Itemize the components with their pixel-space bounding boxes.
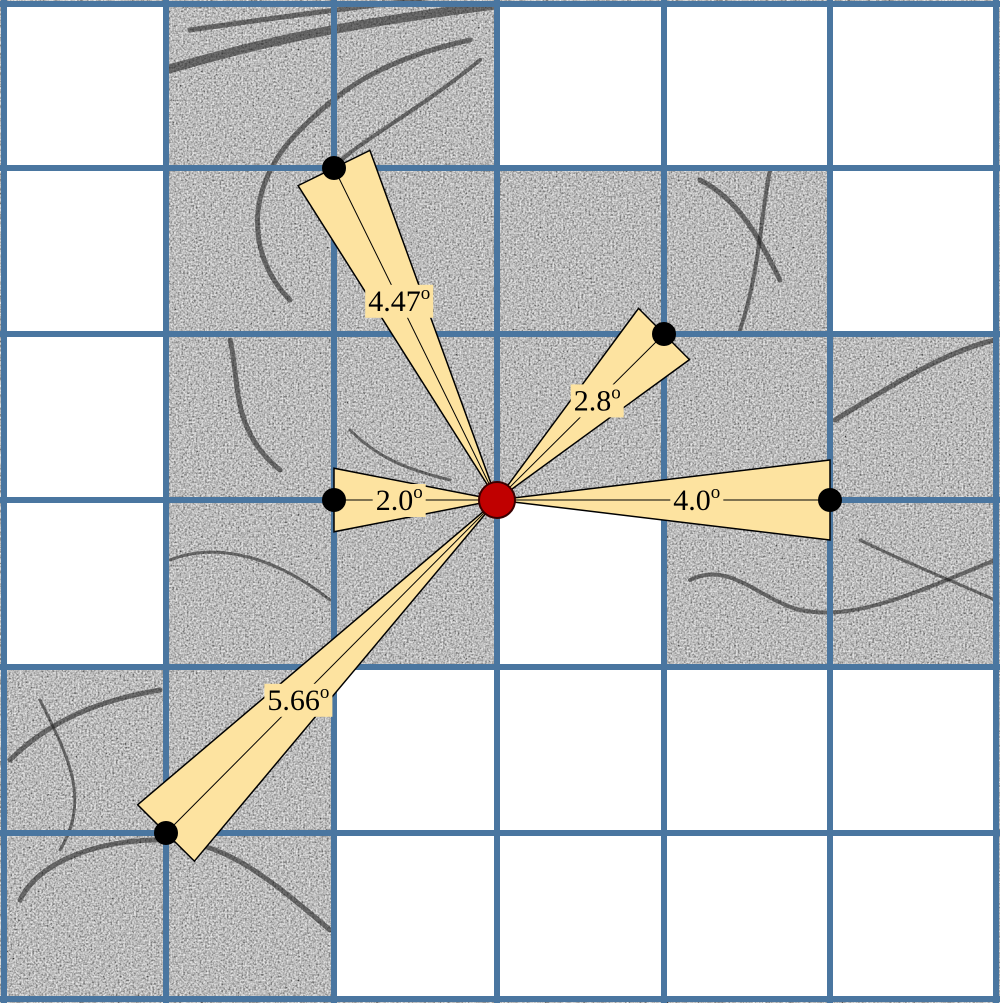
empty-cell (830, 4, 996, 168)
empty-cell (497, 4, 664, 168)
empty-cell (830, 667, 996, 833)
empty-cell (664, 833, 830, 999)
empty-cell (4, 500, 166, 667)
angle-value: 4.47 (368, 285, 421, 318)
endpoint-dot (322, 156, 346, 180)
endpoint-dot (322, 488, 346, 512)
center-fixation-dot (478, 481, 516, 519)
degree-mark: o (413, 482, 423, 503)
angle-label: 2.0o (376, 482, 423, 517)
endpoint-dot (818, 488, 842, 512)
endpoint-dots (154, 156, 842, 845)
angle-value: 4.0 (673, 484, 711, 517)
empty-cell (4, 334, 166, 500)
angle-label: 4.0o (673, 482, 720, 517)
empty-cell (664, 4, 830, 168)
angle-value: 2.0 (376, 484, 414, 517)
empty-cell (497, 833, 664, 999)
angle-label-bg (365, 284, 434, 318)
empty-cell (497, 667, 664, 833)
angle-label-bg (570, 384, 624, 418)
empty-cell (664, 667, 830, 833)
angle-label-bg (670, 484, 724, 517)
wedge-ray (333, 167, 498, 501)
degree-mark: o (421, 283, 431, 304)
endpoint-dot (652, 322, 676, 346)
angle-label: 5.66o (267, 682, 329, 717)
empty-cell (830, 833, 996, 999)
blood-vessels (7, 0, 998, 933)
empty-cell (4, 4, 166, 168)
degree-mark: o (711, 482, 721, 503)
endpoint-dot (154, 821, 178, 845)
wedge-ray (165, 499, 498, 834)
angle-value: 5.66 (267, 684, 320, 717)
angle-label: 2.8o (574, 382, 621, 417)
empty-cell (334, 833, 497, 999)
empty-cell (497, 500, 664, 667)
angle-value: 2.8 (574, 384, 612, 417)
angle-label-bg (372, 484, 426, 517)
degree-mark: o (611, 382, 621, 403)
angle-label: 4.47o (368, 283, 430, 318)
empty-cell (334, 667, 497, 833)
empty-cell (830, 168, 996, 334)
angle-label-bg (264, 683, 333, 717)
degree-mark: o (320, 682, 330, 703)
empty-cells (4, 4, 996, 999)
empty-cell (4, 168, 166, 334)
